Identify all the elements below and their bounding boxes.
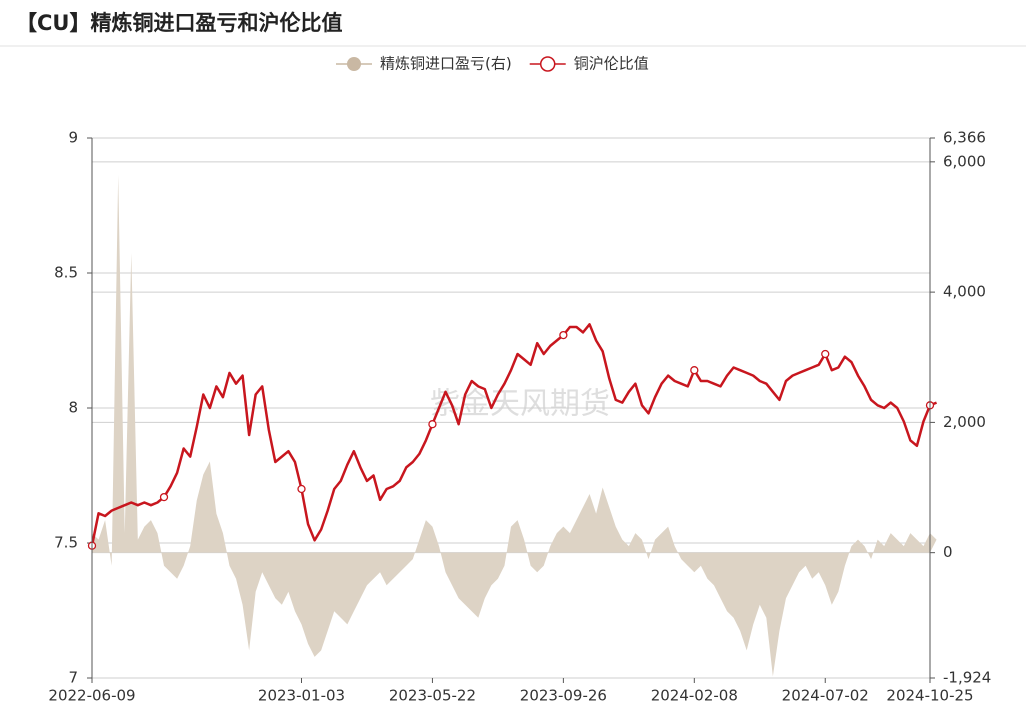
x-tick-label: 2024-02-08 <box>651 687 738 705</box>
area <box>92 174 937 677</box>
line-marker <box>297 484 306 494</box>
line-marker <box>690 366 699 375</box>
line-marker <box>559 330 568 340</box>
y2-tick-label: 6,000 <box>943 152 986 170</box>
x-tick-label: 2024-10-25 <box>886 687 973 705</box>
y-tick-label: 7 <box>68 669 78 687</box>
x-tick-label: 2023-05-22 <box>389 687 476 705</box>
x-tick-label: 2024-07-02 <box>782 687 869 705</box>
y2-tick-label: 4,000 <box>943 283 986 301</box>
y-tick-label: 9 <box>68 129 78 147</box>
line <box>90 323 938 546</box>
y2-tick-label: 2,000 <box>943 413 986 431</box>
x-tick-label: 2022-06-09 <box>48 687 135 705</box>
legend-label: 精炼铜进口盈亏(右) <box>380 55 512 73</box>
x-tick-label: 2023-09-26 <box>520 687 607 705</box>
y-tick-label: 7.5 <box>54 534 78 552</box>
y-tick-label: 8 <box>68 399 78 417</box>
legend-label: 铜沪伦比值 <box>574 55 649 73</box>
line-marker <box>159 492 169 502</box>
y2-tick-label: 6,366 <box>943 129 986 147</box>
y2-tick-label: 0 <box>943 543 953 561</box>
line-marker <box>428 420 437 429</box>
line-marker <box>821 349 830 359</box>
y2-tick-label: -1,924 <box>943 669 991 687</box>
y-tick-label: 8.5 <box>54 264 78 282</box>
x-tick-label: 2023-01-03 <box>258 687 345 705</box>
legend-symbol <box>347 57 361 71</box>
chart-title: 【CU】精炼铜进口盈亏和沪伦比值 <box>16 11 342 35</box>
legend-symbol <box>539 56 556 72</box>
